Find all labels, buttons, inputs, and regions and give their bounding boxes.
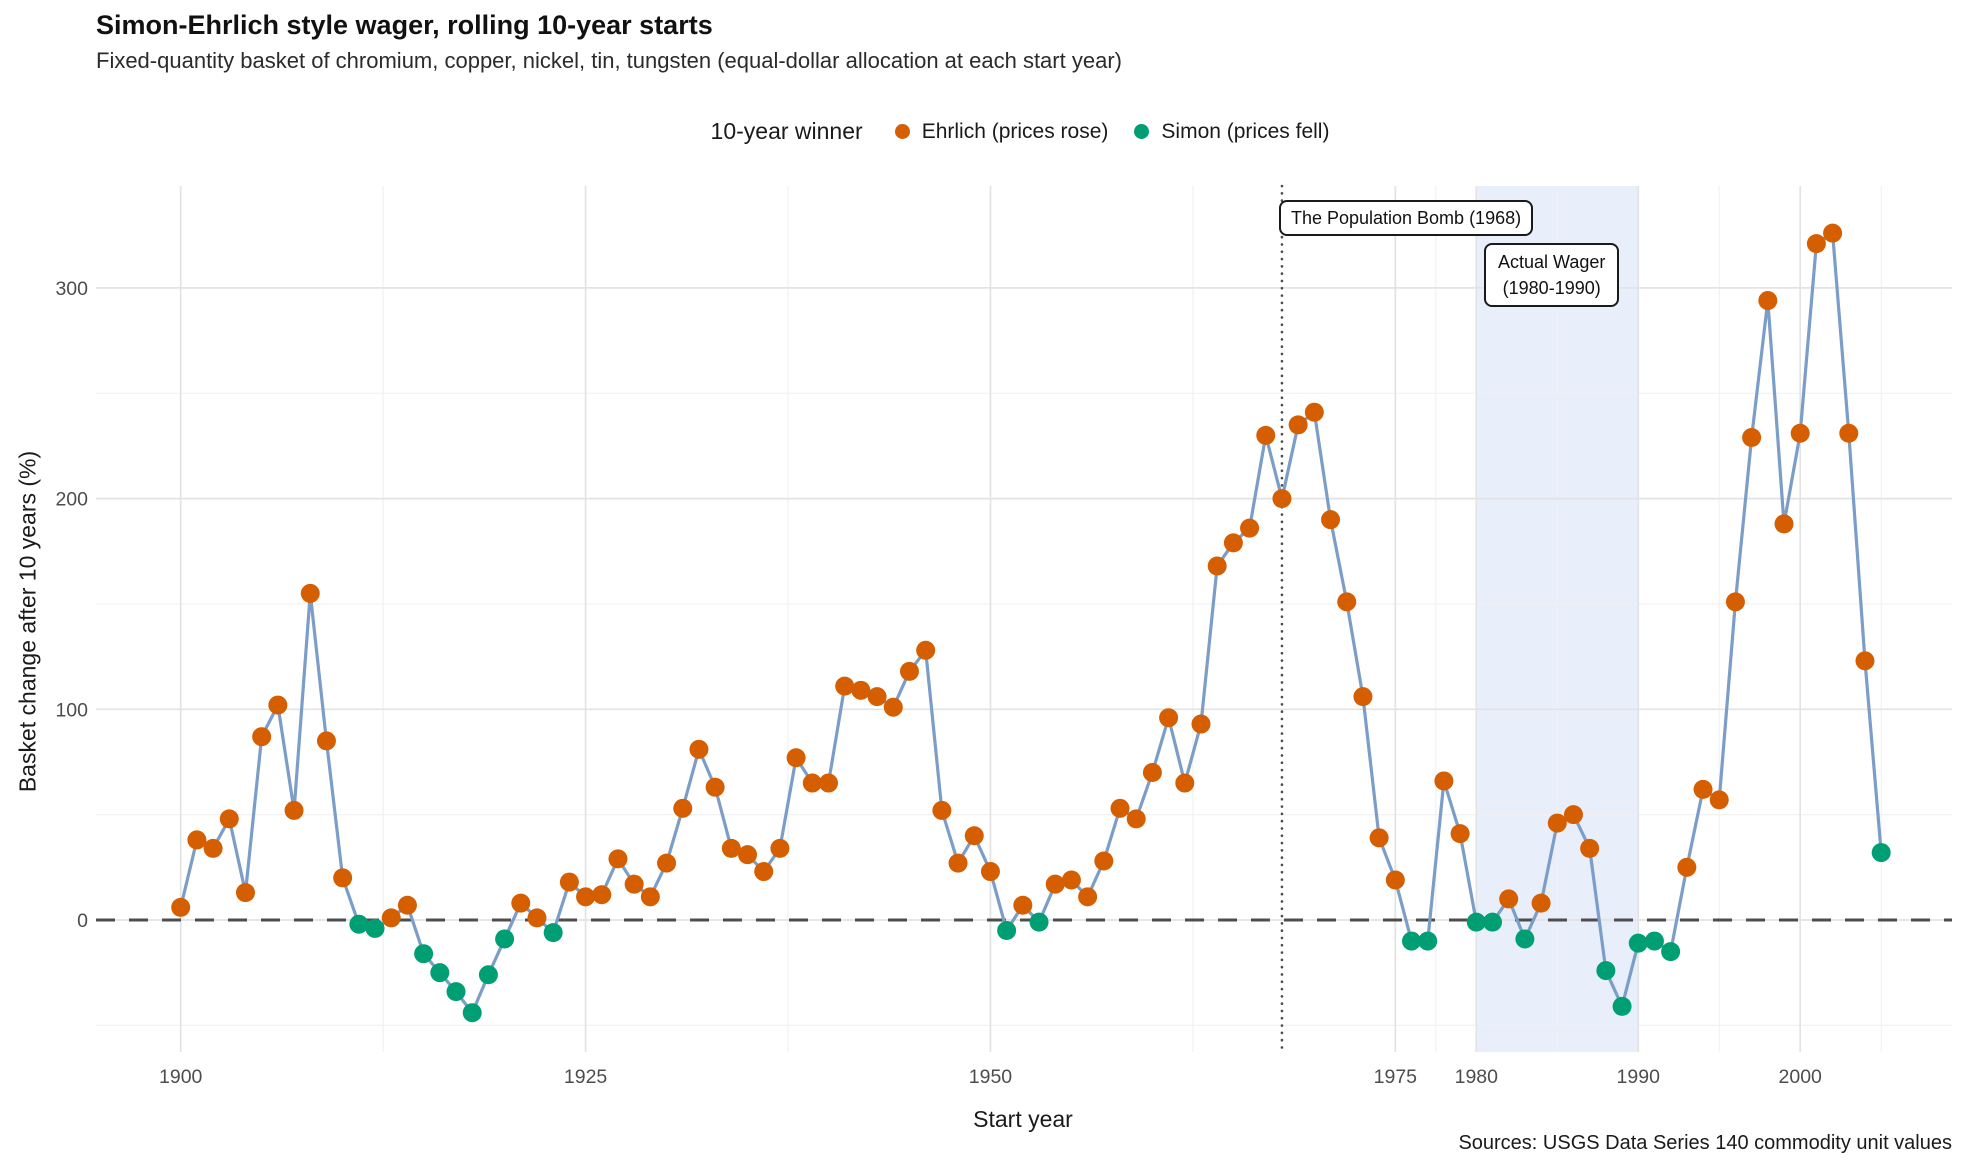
x-axis-title: Start year bbox=[973, 1106, 1073, 1132]
svg-text:1975: 1975 bbox=[1374, 1066, 1418, 1088]
series-line bbox=[179, 231, 1883, 1015]
y-axis-title: Basket change after 10 years (%) bbox=[14, 450, 41, 793]
legend-label-ehrlich: Ehrlich (prices rose) bbox=[921, 119, 1109, 143]
ehrlich-dot-icon bbox=[894, 124, 910, 139]
annotation-actual-wager-line2: (1980-1990) bbox=[1502, 278, 1601, 298]
svg-text:1950: 1950 bbox=[969, 1066, 1013, 1088]
svg-text:1925: 1925 bbox=[564, 1066, 608, 1088]
svg-text:1990: 1990 bbox=[1617, 1066, 1661, 1088]
annotation-population-bomb: The Population Bomb (1968) bbox=[1278, 200, 1534, 236]
legend: 10-year winner Ehrlich (prices rose) Sim… bbox=[0, 118, 1980, 145]
chart-title: Simon-Ehrlich style wager, rolling 10-ye… bbox=[96, 10, 713, 40]
chart-subtitle: Fixed-quantity basket of chromium, coppe… bbox=[96, 48, 1122, 73]
svg-text:1900: 1900 bbox=[159, 1066, 203, 1088]
y-axis-tick-labels: 0 100 200 300 bbox=[55, 278, 88, 932]
svg-text:200: 200 bbox=[55, 489, 88, 511]
source-note: Sources: USGS Data Series 140 commodity … bbox=[1458, 1132, 1952, 1154]
annotation-actual-wager-line1: Actual Wager bbox=[1498, 252, 1606, 272]
legend-title: 10-year winner bbox=[710, 118, 863, 144]
x-axis-tick-labels: 1900 1925 1950 1975 1980 1990 2000 bbox=[159, 1066, 1822, 1088]
annotation-actual-wager: Actual Wager (1980-1990) bbox=[1484, 243, 1620, 307]
legend-item-ehrlich: Ehrlich (prices rose) bbox=[894, 119, 1109, 144]
svg-text:1980: 1980 bbox=[1455, 1066, 1499, 1088]
simon-dot-icon bbox=[1134, 124, 1150, 139]
annotation-population-bomb-label: The Population Bomb (1968) bbox=[1290, 208, 1522, 228]
legend-label-simon: Simon (prices fell) bbox=[1161, 119, 1330, 143]
svg-text:300: 300 bbox=[55, 278, 88, 300]
svg-text:100: 100 bbox=[55, 699, 88, 721]
reference-lines bbox=[96, 184, 1952, 1054]
legend-item-simon: Simon (prices fell) bbox=[1134, 120, 1329, 144]
svg-text:2000: 2000 bbox=[1779, 1066, 1823, 1088]
svg-text:0: 0 bbox=[77, 910, 88, 932]
data-points bbox=[171, 223, 1891, 1023]
